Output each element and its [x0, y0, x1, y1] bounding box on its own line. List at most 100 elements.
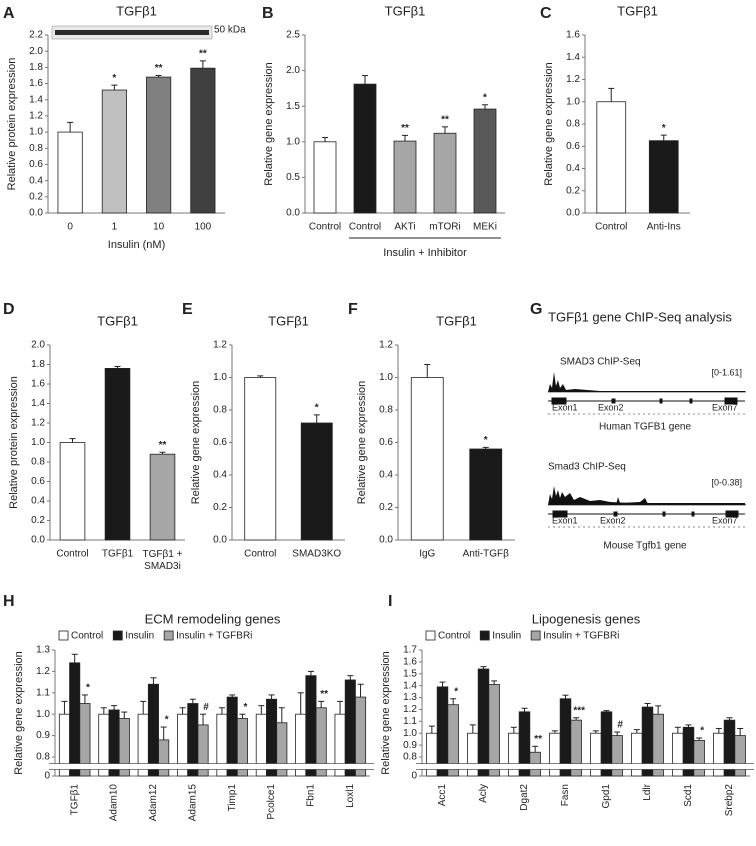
bar — [313, 141, 337, 214]
significance-label: * — [484, 435, 488, 446]
panel-letter: A — [3, 5, 15, 22]
bar — [596, 101, 627, 214]
legend-swatch — [425, 630, 436, 641]
significance-label: # — [617, 720, 623, 731]
significance-label: * — [483, 92, 487, 103]
chart-title: ECM remodeling genes — [145, 611, 281, 626]
x-tick-label: Srebp2 — [724, 784, 735, 817]
y-tick-label: 1.2 — [566, 74, 580, 85]
panel-letter: B — [262, 5, 274, 22]
x-tick-label: TGFβ1 + SMAD3i — [143, 549, 183, 572]
x-tick-label: Timp1 — [227, 784, 238, 812]
x-tick-label: Adam15 — [187, 784, 198, 822]
x-tick-label: Loxl1 — [345, 784, 356, 808]
y-tick-label: 1.2 — [31, 418, 45, 429]
track-range: [0-1.61] — [711, 367, 742, 377]
y-tick-label: 1.1 — [403, 716, 417, 727]
legend-label: Insulin + TGFBRi — [543, 631, 619, 642]
y-tick-label: 1.4 — [31, 398, 45, 409]
exon-label: Exon7 — [712, 515, 738, 525]
y-tick-label: 0.5 — [286, 172, 300, 183]
x-tick-label: 100 — [195, 222, 212, 233]
y-axis-label: Relative gene expression — [190, 381, 202, 505]
gene-models — [548, 397, 745, 528]
exon-label: Exon1 — [552, 402, 578, 412]
legend-label: Insulin — [492, 631, 521, 642]
y-tick-label: 0.2 — [379, 502, 393, 513]
exon-label: Exon2 — [600, 515, 626, 525]
y-tick-label: 0.0 — [29, 208, 43, 219]
y-tick-label: 0.4 — [566, 163, 580, 174]
x-tick-label: Adam12 — [148, 784, 159, 822]
significance-label: ** — [441, 114, 449, 125]
x-tick-label: Fasn — [560, 784, 571, 806]
bar — [149, 453, 176, 541]
y-tick-label: 0.6 — [379, 437, 393, 448]
y-tick-label: 1.0 — [566, 96, 580, 107]
bar — [353, 83, 377, 214]
significance-label: ** — [534, 734, 542, 745]
y-tick-label: 1.3 — [403, 692, 417, 703]
y-axis-label: Relative gene expression — [13, 651, 25, 775]
bar — [433, 132, 457, 214]
y-tick-label: 0.4 — [213, 470, 227, 481]
y-tick-label: 0.6 — [566, 141, 580, 152]
legend-label: Insulin — [125, 631, 154, 642]
y-tick-label: 0.6 — [29, 159, 43, 170]
panel-letter: F — [348, 301, 358, 318]
x-tick-label: Gpd1 — [601, 784, 612, 809]
bar — [393, 140, 417, 214]
y-tick-label: 0.9 — [403, 740, 417, 751]
blot-label: 50 kDa — [214, 25, 246, 36]
y-tick-label: 1.6 — [29, 78, 43, 89]
significance-label: * — [662, 123, 666, 134]
bar — [57, 131, 83, 214]
bar — [693, 739, 705, 777]
chart-title: TGFβ1 — [385, 3, 426, 18]
gene-name: Human TGFB1 gene — [599, 422, 692, 433]
bar — [190, 67, 216, 214]
legend-label: Control — [438, 631, 470, 642]
bar — [344, 679, 356, 777]
track-name: Smad3 ChIP-Seq — [548, 462, 626, 473]
exon-label: Exon7 — [712, 402, 738, 412]
bar — [477, 668, 490, 777]
y-axis-label: Relative gene expression — [356, 381, 368, 505]
y-tick-label: 1.0 — [379, 372, 393, 383]
x-tick-label: mTORi — [429, 222, 460, 233]
y-tick-label: 1.5 — [286, 101, 300, 112]
y-tick-label: 0.4 — [29, 175, 43, 186]
x-tick-label: SMAD3KO — [292, 549, 341, 560]
y-axis-label: Relative gene expression — [263, 62, 275, 186]
y-axis-label: Relative gene expression — [380, 651, 392, 775]
y-tick-label: 1.6 — [31, 379, 45, 390]
legend-swatch — [58, 630, 69, 641]
bar — [410, 377, 444, 541]
y-tick-label: 0.8 — [566, 119, 580, 130]
y-tick-label: 0.0 — [31, 535, 45, 546]
chart-title: TGFβ1 — [268, 313, 309, 328]
y-tick-label: 0 — [411, 771, 417, 782]
y-tick-label: 0.0 — [213, 535, 227, 546]
y-tick-label: 1.5 — [403, 668, 417, 679]
x-tick-label: MEKi — [473, 222, 497, 233]
y-axis-label: Relative protein expression — [6, 58, 18, 191]
x-tick-label: Acc1 — [437, 784, 448, 807]
y-tick-label: 2.5 — [286, 30, 300, 41]
panel-letter: C — [540, 5, 552, 22]
legend-swatch — [163, 630, 174, 641]
y-tick-label: 1.1 — [36, 687, 50, 698]
x-tick-label: Dgat2 — [519, 784, 530, 811]
y-tick-label: 1.0 — [286, 136, 300, 147]
x-tick-label: Control — [56, 549, 88, 560]
x-tick-label: Ldlr — [642, 783, 653, 800]
significance-label: ** — [155, 63, 163, 74]
chart-title: TGFβ1 — [436, 313, 477, 328]
significance-label: * — [243, 702, 247, 713]
bar — [300, 422, 333, 541]
chart-title: TGFβ1 — [617, 3, 658, 18]
bar — [69, 662, 81, 777]
y-tick-label: 1.0 — [29, 127, 43, 138]
y-tick-label: 2.0 — [286, 65, 300, 76]
y-tick-label: 1.2 — [29, 111, 43, 122]
